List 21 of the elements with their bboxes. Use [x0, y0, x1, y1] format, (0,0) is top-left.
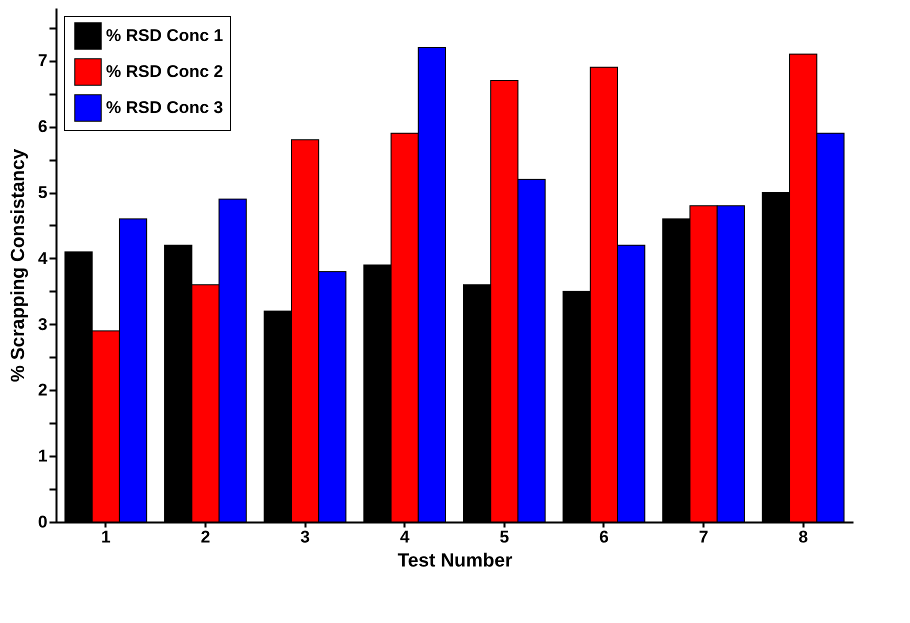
x-tick-label: 8 [798, 528, 808, 546]
x-tick-label: 5 [500, 528, 510, 546]
x-tick-label: 6 [599, 528, 609, 546]
y-tick-label: 6 [38, 117, 48, 136]
y-tick-label: 0 [38, 512, 48, 532]
legend-label: % RSD Conc 1 [106, 26, 224, 45]
y-tick-label: 7 [38, 51, 48, 70]
y-tick-label: 5 [38, 183, 48, 202]
y-tick-label: 2 [38, 380, 48, 400]
x-tick-label: 7 [698, 528, 708, 546]
legend-label: % RSD Conc 2 [106, 62, 224, 81]
x-tick-label: 1 [101, 528, 111, 546]
legend-label: % RSD Conc 3 [106, 98, 224, 117]
x-axis-title: Test Number [398, 550, 513, 572]
x-tick-label: 3 [300, 528, 310, 546]
y-tick-label: 1 [38, 446, 48, 466]
y-tick-label: 3 [38, 314, 48, 334]
x-tick-label: 2 [200, 528, 210, 546]
y-axis-title: % Scrapping Consistancy [8, 148, 30, 382]
x-tick-label: 4 [400, 528, 410, 546]
y-tick-label: 4 [38, 248, 48, 268]
